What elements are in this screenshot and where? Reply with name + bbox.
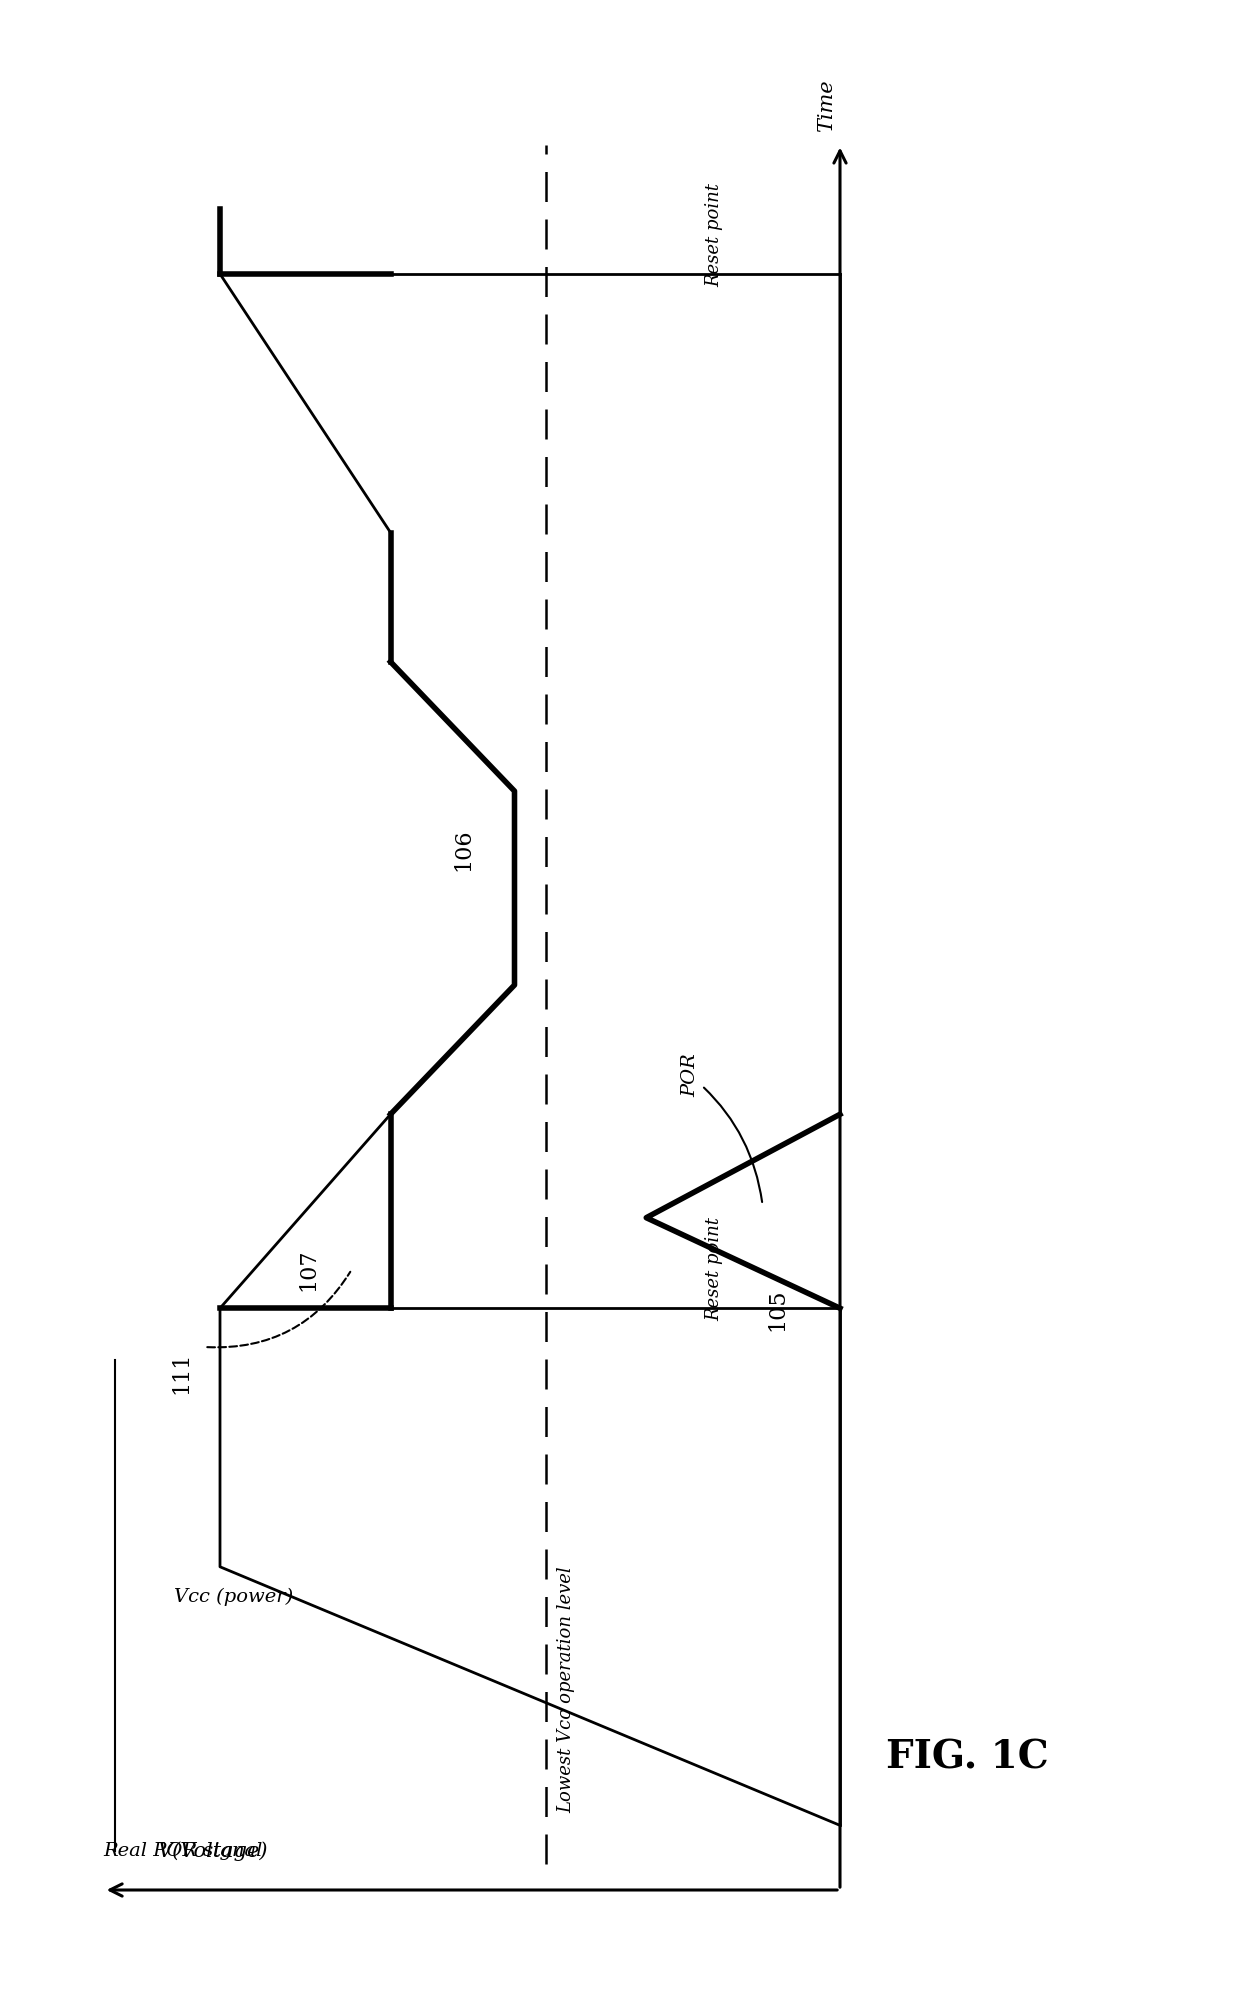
Text: FIG. 1C: FIG. 1C xyxy=(885,1737,1049,1777)
Text: 105: 105 xyxy=(766,1288,789,1332)
Text: Lowest Vcc operation level: Lowest Vcc operation level xyxy=(557,1568,575,1813)
Text: V(Voltage): V(Voltage) xyxy=(157,1841,269,1861)
Text: 106: 106 xyxy=(453,829,475,871)
Text: Vcc (power): Vcc (power) xyxy=(174,1588,293,1606)
Text: Real POR signal: Real POR signal xyxy=(104,1841,263,1861)
Text: Time: Time xyxy=(817,80,836,132)
Text: Reset point: Reset point xyxy=(706,184,723,288)
Text: Reset point: Reset point xyxy=(706,1218,723,1322)
Text: 111: 111 xyxy=(170,1352,192,1394)
Text: 107: 107 xyxy=(298,1248,320,1290)
Text: POR: POR xyxy=(681,1054,763,1202)
